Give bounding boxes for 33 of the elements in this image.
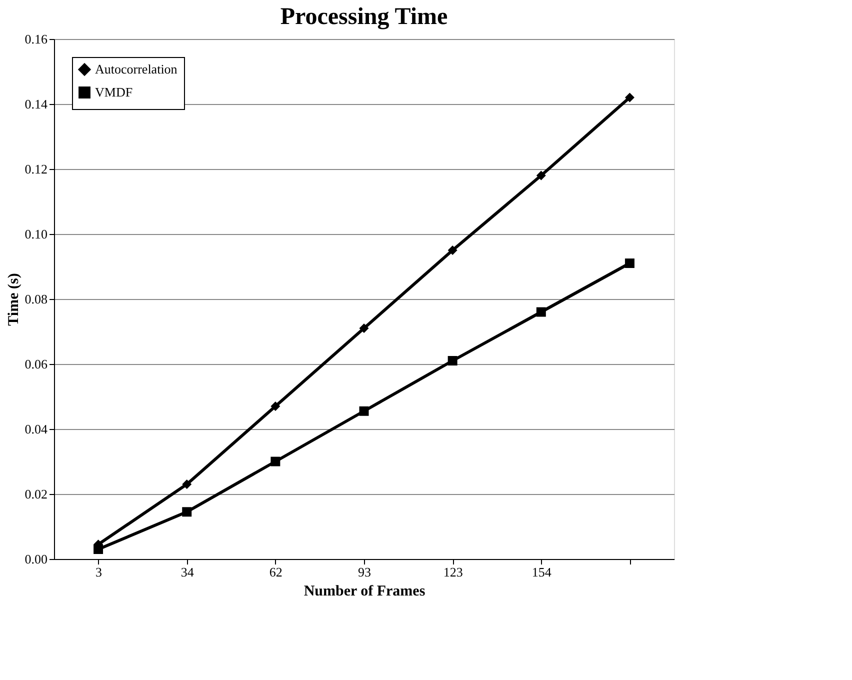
point [182, 507, 192, 517]
x-tick-label: 3 [96, 564, 102, 580]
x-tick-label: 34 [180, 564, 194, 580]
point [94, 544, 104, 554]
chart-title: Processing Time [280, 4, 448, 30]
x-axis-title: Number of Frames [304, 584, 426, 600]
y-tick-label: 0.16 [24, 32, 48, 46]
x-tick-label: 62 [269, 564, 282, 580]
y-tick-label: 0.14 [24, 96, 48, 112]
y-axis-title: Time (s) [6, 273, 22, 326]
legend-label: VMDF [95, 84, 133, 100]
x-tick-label: 93 [358, 564, 371, 580]
point [182, 480, 192, 489]
point [624, 258, 634, 268]
point [359, 406, 369, 416]
point [624, 92, 634, 102]
point [359, 324, 369, 333]
y-tick-label: 0.00 [24, 552, 48, 566]
y-tick-label: 0.10 [24, 226, 48, 242]
y-tick-label: 0.06 [24, 356, 48, 372]
y-tick-label: 0.04 [24, 422, 48, 436]
point [270, 402, 280, 411]
y-tick-label: 0.12 [24, 162, 48, 176]
y-tick-label: 0.02 [24, 486, 48, 502]
x-tick-label: 123 [443, 564, 463, 580]
x-tick-label: 154 [532, 564, 552, 580]
point [448, 356, 458, 366]
y-tick-label: 0.08 [24, 292, 48, 306]
point [448, 246, 458, 255]
legend-label: Autocorrelation [95, 62, 178, 76]
point [270, 456, 280, 466]
point [536, 170, 546, 180]
point [536, 307, 546, 317]
